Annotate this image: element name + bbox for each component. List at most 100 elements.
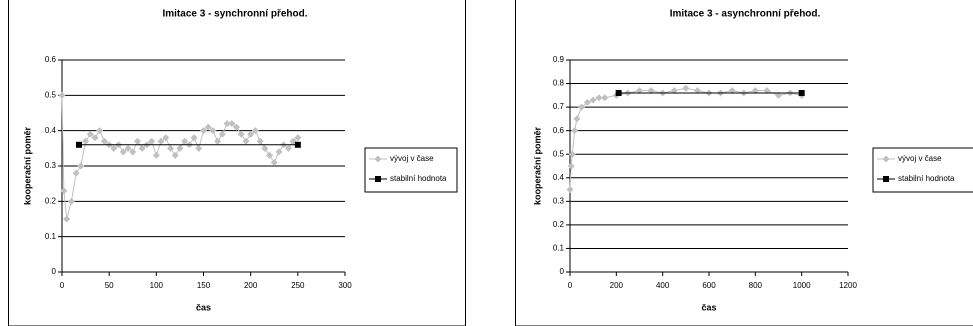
marker — [647, 87, 655, 95]
y-tick-label: 0.4 — [553, 173, 565, 182]
marker — [567, 162, 575, 170]
x-tick-label: 50 — [105, 281, 114, 290]
marker — [63, 215, 71, 223]
marker — [148, 137, 156, 145]
marker — [96, 127, 104, 135]
y-tick-label: 0.5 — [45, 90, 57, 99]
x-tick-label: 800 — [749, 281, 763, 290]
legend-label: vývoj v čase — [898, 154, 942, 163]
marker — [110, 144, 118, 152]
marker — [58, 91, 66, 99]
y-tick-label: 0.3 — [45, 161, 57, 170]
marker — [728, 87, 736, 95]
marker — [133, 137, 141, 145]
y-tick-label: 0.6 — [553, 126, 565, 135]
marker — [374, 155, 382, 163]
marker — [261, 144, 269, 152]
marker — [670, 87, 678, 95]
legend-box — [872, 147, 973, 193]
y-tick-label: 0.1 — [45, 232, 57, 241]
marker — [218, 130, 226, 138]
marker — [91, 134, 99, 142]
chart-title: Imitace 3 - synchronní přehod. — [162, 9, 307, 20]
marker — [233, 123, 241, 131]
marker — [129, 148, 137, 156]
series-line — [61, 95, 299, 220]
x-axis-label: čas — [196, 302, 211, 312]
marker — [763, 87, 771, 95]
x-tick-label: 300 — [338, 281, 352, 290]
marker — [237, 130, 245, 138]
y-tick-label: 0.2 — [45, 196, 57, 205]
x-tick-label: 1000 — [793, 281, 811, 290]
marker — [566, 186, 574, 194]
marker — [204, 123, 212, 131]
y-tick-label: 0.6 — [45, 55, 57, 64]
marker — [223, 120, 231, 128]
marker — [82, 137, 90, 145]
marker — [251, 127, 259, 135]
marker — [77, 162, 85, 170]
x-axis-label: čas — [701, 302, 716, 312]
marker — [294, 141, 301, 148]
marker — [798, 89, 805, 96]
y-tick-label: 0 — [52, 267, 57, 276]
marker — [601, 94, 609, 102]
chart-title: Imitace 3 - asynchronní přehod. — [670, 9, 821, 20]
marker — [86, 130, 94, 138]
marker — [583, 98, 591, 106]
marker — [615, 89, 622, 96]
marker — [181, 137, 189, 145]
marker — [152, 151, 160, 159]
x-tick-label: 1200 — [839, 281, 857, 290]
x-tick-label: 150 — [197, 281, 211, 290]
marker — [275, 148, 283, 156]
legend-label: stabilní hodnota — [390, 174, 447, 183]
legend-box — [364, 147, 458, 193]
y-tick-label: 0.3 — [553, 196, 565, 205]
y-tick-label: 0.5 — [553, 149, 565, 158]
marker — [266, 151, 274, 159]
marker — [882, 155, 890, 163]
marker — [228, 120, 236, 128]
x-tick-label: 100 — [150, 281, 164, 290]
marker — [124, 144, 132, 152]
marker — [693, 87, 701, 95]
marker — [573, 115, 581, 123]
x-tick-label: 400 — [656, 281, 670, 290]
x-tick-label: 600 — [702, 281, 716, 290]
y-tick-label: 0.1 — [553, 244, 565, 253]
marker — [375, 176, 381, 182]
marker — [883, 176, 889, 182]
y-tick-label: 0.8 — [553, 79, 565, 88]
marker — [775, 91, 782, 99]
marker — [242, 137, 250, 145]
legend-label: vývoj v čase — [390, 154, 434, 163]
x-tick-label: 200 — [244, 281, 258, 290]
marker — [72, 169, 80, 177]
marker — [578, 103, 586, 111]
marker — [75, 141, 82, 148]
legend-label: stabilní hodnota — [898, 174, 955, 183]
y-axis-label: kooperační poměr — [532, 126, 542, 205]
marker — [176, 144, 184, 152]
y-axis-label: kooperační poměr — [22, 126, 32, 205]
marker — [67, 197, 75, 205]
marker — [100, 137, 108, 145]
marker — [171, 151, 179, 159]
marker — [751, 87, 759, 95]
marker — [589, 96, 597, 104]
y-tick-label: 0.9 — [553, 55, 565, 64]
marker — [682, 84, 690, 92]
marker — [200, 127, 207, 135]
marker — [195, 144, 203, 152]
y-tick-label: 0.4 — [45, 126, 57, 135]
marker — [209, 127, 217, 135]
marker — [284, 144, 292, 152]
marker — [166, 144, 174, 152]
marker — [138, 144, 146, 152]
marker — [157, 137, 165, 145]
marker — [595, 94, 603, 102]
marker — [568, 150, 576, 158]
